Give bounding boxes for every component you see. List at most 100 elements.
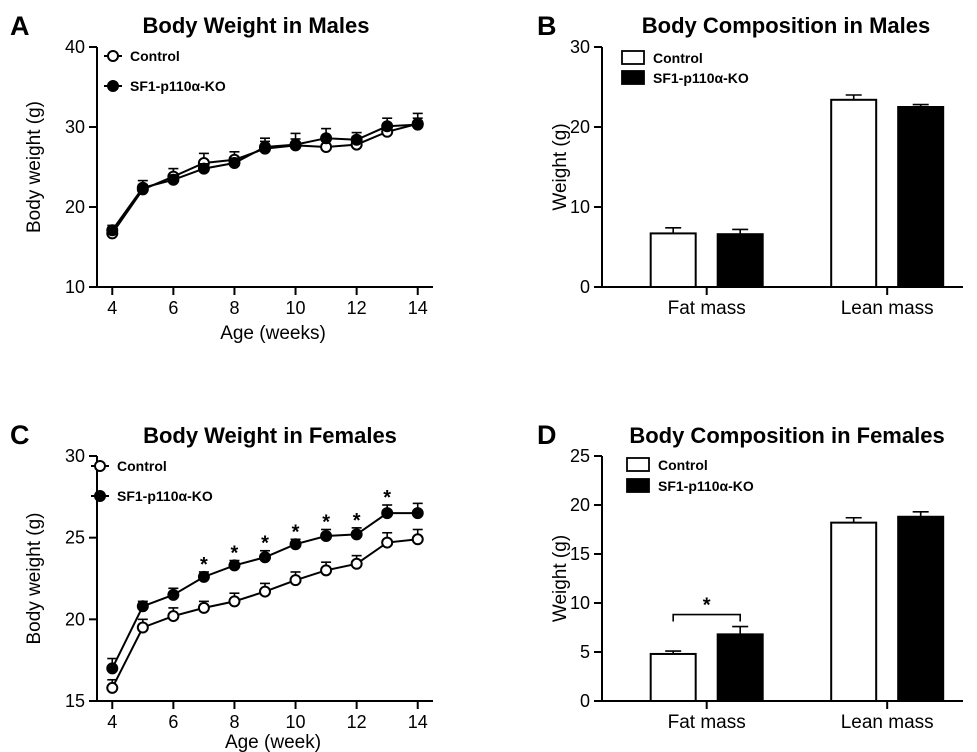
y-tick-label: 25	[65, 528, 85, 548]
bar-control	[649, 232, 697, 288]
significance-star: *	[231, 543, 239, 565]
legend-entry: Control	[104, 48, 180, 64]
panel-c: C Body Weight in Females 15 20 25 30 Body weig…	[10, 420, 433, 752]
y-tick-label: 20	[570, 117, 590, 137]
y-tick-label: 30	[65, 117, 85, 137]
data-point	[228, 559, 241, 572]
data-point	[350, 528, 363, 541]
y-tick-label: 5	[580, 642, 590, 662]
data-point	[320, 564, 333, 577]
bar-control	[830, 521, 878, 703]
x-axis-label: Age (weeks)	[220, 323, 326, 344]
x-tick-label: 12	[347, 712, 367, 732]
x-tick-label: 10	[286, 298, 306, 318]
data-point	[411, 533, 424, 546]
y-tick-label: 20	[65, 609, 85, 629]
panel-letter: B	[537, 11, 557, 41]
legend-entry: SF1-p110α-KO	[621, 70, 749, 86]
significance-star: *	[703, 595, 711, 617]
x-tick-label: 8	[229, 298, 239, 318]
chart-title: Body Weight in Males	[143, 13, 370, 38]
significance-star: *	[200, 554, 208, 576]
legend-label: SF1-p110α-KO	[130, 78, 226, 94]
data-point	[106, 681, 119, 694]
panel-letter: C	[10, 420, 30, 450]
data-point	[381, 507, 394, 520]
legend-entry: Control	[621, 50, 703, 66]
data-point	[381, 120, 394, 133]
data-point	[320, 132, 333, 145]
y-tick-label: 30	[570, 37, 590, 57]
data-point	[289, 538, 302, 551]
y-axis-label: Weight (g)	[550, 123, 571, 210]
legend-swatch	[621, 50, 645, 65]
data-point	[320, 530, 333, 543]
legend-marker	[94, 460, 106, 472]
y-axis-label: Weight (g)	[550, 535, 571, 622]
chart-title: Body Weight in Females	[143, 423, 397, 448]
data-point	[136, 621, 149, 634]
y-tick-label: 20	[65, 197, 85, 217]
data-point	[259, 585, 271, 598]
legend-entry: SF1-p110α-KO	[91, 488, 213, 504]
bar-ko	[716, 233, 764, 288]
panel-letter: D	[537, 420, 557, 450]
y-tick-label: 15	[570, 544, 590, 564]
panel-b: B Body Composition in Males 0 10 20 30 Weight …	[537, 11, 963, 319]
data-point	[259, 141, 271, 153]
y-axis-label: Body weight (g)	[24, 512, 45, 644]
data-point	[289, 138, 302, 151]
panel-d: D Body Composition in Females 0 5 10 15 20 25 We…	[537, 420, 963, 733]
data-point	[350, 557, 363, 570]
data-point	[167, 173, 180, 186]
x-tick-label: 4	[107, 712, 117, 732]
legend-entry: SF1-p110α-KO	[104, 78, 226, 94]
bar-ko	[897, 515, 945, 703]
legend-entry: Control	[91, 458, 167, 474]
y-tick-label: 10	[570, 593, 590, 613]
legend-label: SF1-p110α-KO	[658, 478, 754, 494]
x-tick-label: 8	[229, 712, 239, 732]
category-label: Lean mass	[841, 298, 934, 319]
data-point	[197, 601, 210, 614]
x-tick-label: 12	[347, 298, 367, 318]
legend-swatch	[621, 70, 645, 85]
data-point	[259, 551, 271, 564]
x-tick-label: 10	[286, 712, 306, 732]
x-tick-label: 6	[168, 298, 178, 318]
bar-control	[649, 652, 697, 703]
data-point	[106, 662, 119, 675]
legend-label: Control	[653, 50, 703, 66]
panel-letter: A	[10, 11, 30, 41]
significance-star: *	[353, 510, 361, 532]
data-point	[136, 600, 149, 613]
bar-ko	[716, 633, 764, 702]
x-axis-label: Age (week)	[225, 732, 321, 752]
data-point	[381, 536, 394, 549]
legend-label: Control	[130, 48, 180, 64]
y-tick-label: 40	[65, 37, 85, 57]
category-label: Fat mass	[668, 712, 746, 733]
y-tick-label: 25	[570, 446, 590, 466]
y-tick-label: 15	[65, 691, 85, 711]
x-tick-label: 14	[408, 298, 428, 318]
panel-a: A Body Weight in Males 10 20 30 40 Body weight…	[10, 11, 433, 344]
x-tick-label: 4	[107, 298, 117, 318]
legend-entry: Control	[626, 457, 708, 473]
bar-control	[830, 98, 878, 288]
legend-swatch	[626, 478, 650, 493]
data-point	[167, 588, 180, 601]
category-label: Fat mass	[668, 298, 746, 319]
significance-star: *	[383, 487, 391, 509]
series-ko	[106, 117, 424, 237]
data-point	[228, 595, 241, 608]
legend-label: SF1-p110α-KO	[117, 488, 213, 504]
x-tick-label: 6	[168, 712, 178, 732]
data-point	[411, 118, 424, 131]
x-tick-label: 14	[408, 712, 428, 732]
data-point	[136, 181, 149, 194]
y-tick-label: 20	[570, 495, 590, 515]
data-point	[411, 507, 424, 520]
y-tick-label: 0	[580, 691, 590, 711]
